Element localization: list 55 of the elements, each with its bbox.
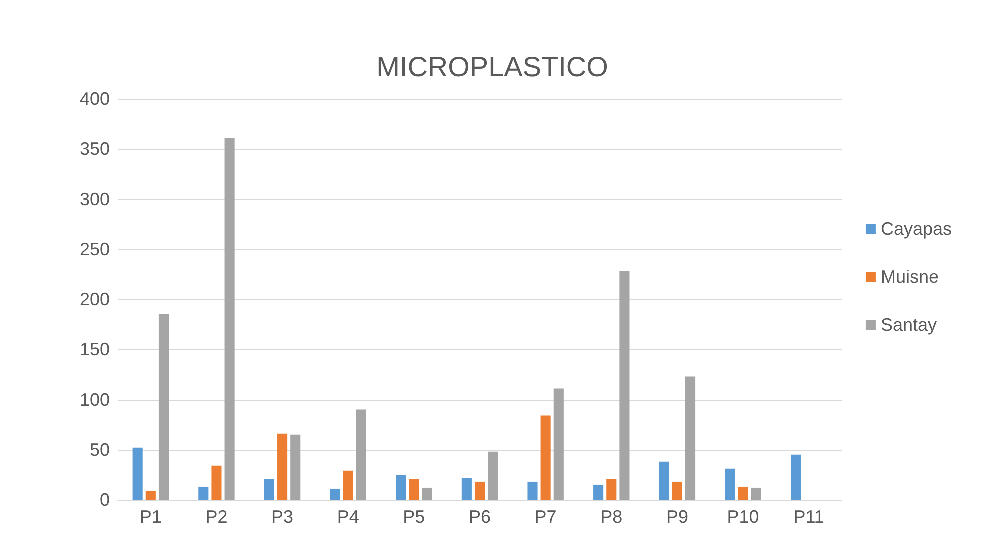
bar <box>554 388 564 500</box>
bar <box>725 468 736 500</box>
y-tick-label: 300 <box>80 189 110 210</box>
y-tick-label: 400 <box>80 89 110 109</box>
bar <box>659 462 670 500</box>
bar <box>264 478 274 500</box>
bar <box>212 466 222 500</box>
x-tick-label: P9 <box>666 507 688 527</box>
legend-label: Muisne <box>880 267 939 287</box>
bar <box>528 482 538 500</box>
x-tick-label: P5 <box>403 507 426 527</box>
bar <box>330 488 340 500</box>
bar <box>620 271 630 500</box>
bar <box>290 434 301 500</box>
bar <box>132 448 143 500</box>
bar <box>606 478 617 500</box>
bar <box>686 376 696 500</box>
bar <box>422 488 432 500</box>
x-tick-label: P10 <box>727 507 760 527</box>
chart-title: MICROPLASTICO <box>376 52 608 82</box>
y-tick-label: 150 <box>80 340 110 360</box>
bar <box>343 470 354 500</box>
x-tick-label: P7 <box>534 507 557 527</box>
bar <box>790 454 802 500</box>
x-tick-label: P2 <box>206 507 228 527</box>
bar <box>409 478 420 500</box>
x-tick-label: P11 <box>794 507 824 527</box>
bar <box>488 452 498 500</box>
x-tick-label: P4 <box>337 507 360 527</box>
bar <box>738 486 748 500</box>
bar <box>146 490 156 500</box>
bar <box>224 138 235 500</box>
bar <box>751 488 762 500</box>
legend-label: Santay <box>880 315 938 335</box>
bar <box>198 486 209 500</box>
y-tick-label: 100 <box>80 390 110 410</box>
bar <box>594 484 604 500</box>
bar <box>672 482 682 500</box>
y-tick-label: 50 <box>90 440 110 460</box>
x-tick-label: P1 <box>140 507 162 527</box>
y-tick-label: 200 <box>80 290 110 310</box>
legend-label: Cayapas <box>880 219 952 239</box>
y-tick-label: 250 <box>80 239 110 260</box>
bar <box>474 482 486 500</box>
bar <box>356 410 366 500</box>
bar <box>278 434 288 500</box>
x-tick-label: P3 <box>272 507 294 527</box>
x-tick-label: P6 <box>468 507 492 527</box>
bar <box>540 416 551 500</box>
bar <box>158 314 170 500</box>
bar <box>396 474 406 500</box>
bar <box>462 478 472 500</box>
y-tick-label: 350 <box>80 139 110 160</box>
x-tick-label: P8 <box>600 507 623 527</box>
y-tick-label: 0 <box>100 490 110 510</box>
